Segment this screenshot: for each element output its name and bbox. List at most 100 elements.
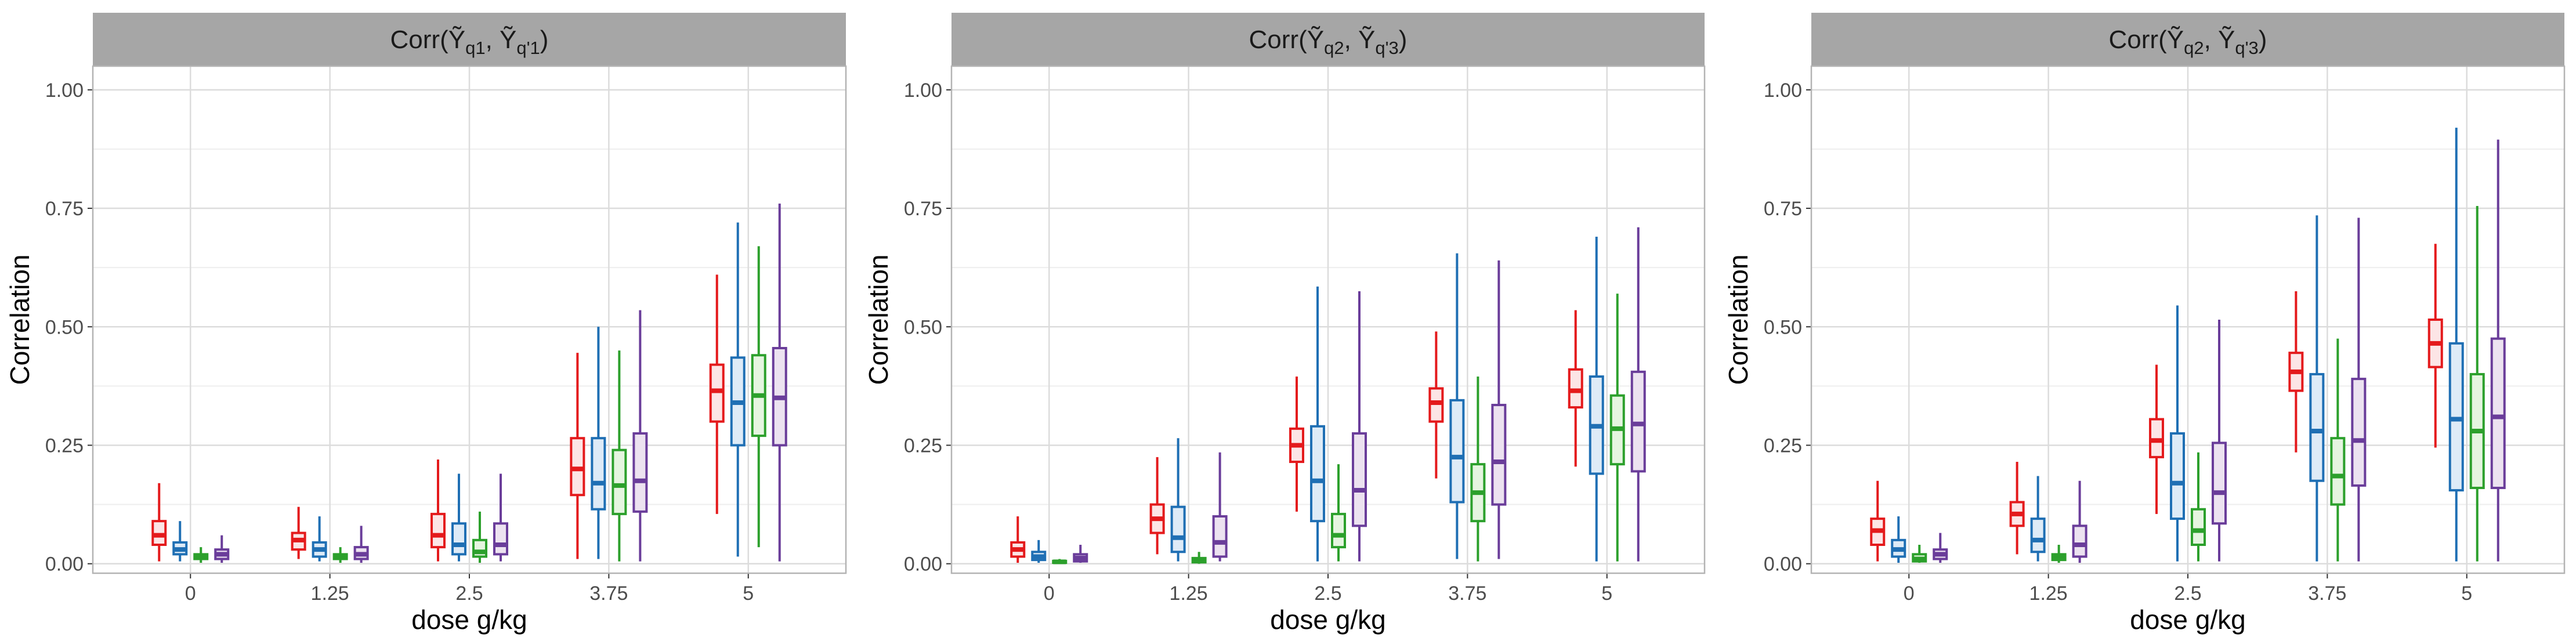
box-1.25-series-4 <box>1212 452 1228 562</box>
facet-title: Corr(Ỹq2, Ỹq'3) <box>1249 25 1408 58</box>
box-iqr <box>1212 515 1228 558</box>
facet-title: Corr(Ỹq1, Ỹq'1) <box>390 25 549 58</box>
box-iqr <box>1310 425 1325 523</box>
box-iqr <box>1491 404 1507 506</box>
x-tick-label: 1.25 <box>1170 583 1208 605</box>
x-axis-title: dose g/kg <box>1270 605 1385 635</box>
box-5-series-3 <box>2469 205 2485 562</box>
facet-title-part: Corr( <box>390 26 449 54</box>
box-2.5-series-4 <box>493 473 508 562</box>
box-5-series-2 <box>2448 128 2464 562</box>
box-3.75-series-3 <box>612 350 627 562</box>
box-iqr <box>430 512 446 549</box>
box-2.5-series-1 <box>2149 364 2164 514</box>
facet-title-subscript: q'3 <box>1375 38 1398 58</box>
box-1.25-series-4 <box>353 526 369 563</box>
y-tick-label: 0.75 <box>45 198 84 220</box>
box-iqr <box>570 437 585 497</box>
box-3.75-series-1 <box>2288 291 2304 453</box>
x-axis-title: dose g/kg <box>411 605 527 635</box>
box-0-series-1 <box>1010 516 1026 563</box>
box-iqr <box>632 432 648 513</box>
box-5-series-1 <box>1568 310 1583 467</box>
panel-border <box>1810 65 2566 574</box>
x-tick-label: 0 <box>185 583 196 605</box>
box-2.5-series-2 <box>1310 286 1325 562</box>
box-iqr <box>2490 337 2506 489</box>
box-iqr <box>1428 387 1444 423</box>
box-3.75-series-4 <box>632 310 648 562</box>
box-iqr <box>2212 442 2227 525</box>
panel-border <box>92 65 847 574</box>
box-2.5-series-3 <box>1331 464 1346 562</box>
box-iqr <box>2191 508 2206 546</box>
box-0-series-3 <box>193 547 209 563</box>
y-tick-label: 0.50 <box>45 316 84 338</box>
x-tick-label: 1.25 <box>311 583 349 605</box>
facet-title-part: , <box>486 26 500 54</box>
y-tick-label: 0.00 <box>1764 553 1802 576</box>
box-0-series-2 <box>172 521 188 562</box>
box-1.25-series-3 <box>332 547 348 563</box>
box-1.25-series-2 <box>1170 438 1186 562</box>
box-iqr <box>1331 512 1346 549</box>
box-0-series-4 <box>1933 533 1948 563</box>
x-tick-label: 2.5 <box>2174 583 2201 605</box>
box-iqr <box>2448 342 2464 492</box>
y-tick-label: 0.25 <box>904 435 942 457</box>
x-tick-label: 3.75 <box>2308 583 2346 605</box>
facet-title-subscript: q'3 <box>2235 38 2258 58</box>
box-2.5-series-3 <box>472 511 487 563</box>
box-5-series-4 <box>772 203 787 562</box>
box-iqr <box>2149 418 2164 458</box>
facet-title-part: ) <box>540 26 549 54</box>
box-iqr <box>2170 432 2185 520</box>
box-5-series-2 <box>1589 237 1604 562</box>
facet-panel-3: Corr(Ỹq2, Ỹq'3)0.000.250.500.751.000 1.25… <box>1723 13 2566 635</box>
box-iqr <box>451 522 466 556</box>
box-0-series-2 <box>1891 516 1906 563</box>
box-2.5-series-1 <box>430 459 446 562</box>
box-1.25-series-4 <box>2072 480 2087 563</box>
facet-title-subscript: q1 <box>465 38 485 58</box>
y-tick-label: 1.00 <box>45 79 84 102</box>
y-tick-label: 1.00 <box>1764 79 1802 102</box>
facet-title-part: ) <box>2259 26 2267 54</box>
facet-title-part: Corr( <box>1249 26 1308 54</box>
box-1.25-series-2 <box>312 516 327 562</box>
facet-title-part: Ỹ <box>1358 25 1375 54</box>
box-1.25-series-1 <box>1149 457 1165 555</box>
box-iqr <box>709 363 725 423</box>
box-iqr <box>1352 432 1367 527</box>
box-1.25-series-2 <box>2030 476 2046 562</box>
x-tick-label: 3.75 <box>1448 583 1486 605</box>
box-1.25-series-1 <box>291 506 306 559</box>
y-tick-label: 0.75 <box>1764 198 1802 220</box>
facet-title-part: ) <box>1399 26 1408 54</box>
y-tick-label: 0.25 <box>1764 435 1802 457</box>
facet-title-part: Ỹ <box>448 25 465 54</box>
box-iqr <box>2351 378 2367 487</box>
facet-title-part: , <box>1344 26 1358 54</box>
box-iqr <box>2030 518 2046 553</box>
box-iqr <box>2330 437 2346 506</box>
facet-panel-1: Corr(Ỹq1, Ỹq'1)0.000.250.500.751.000 1.25… <box>5 13 847 635</box>
box-1.25-series-3 <box>1191 552 1207 564</box>
y-tick-label: 0.50 <box>904 316 942 338</box>
x-tick-label: 2.5 <box>1314 583 1341 605</box>
facet-strip <box>93 13 846 66</box>
box-5-series-2 <box>730 222 746 557</box>
facet-title-part: Ỹ <box>1307 25 1324 54</box>
facet-strip <box>951 13 1705 66</box>
x-tick-label: 5 <box>1601 583 1612 605</box>
box-3.75-series-2 <box>1449 253 1465 559</box>
box-2.5-series-2 <box>451 473 466 562</box>
box-2.5-series-3 <box>2191 452 2206 562</box>
box-1.25-series-1 <box>2009 462 2025 555</box>
y-axis-title: Correlation <box>5 255 35 385</box>
x-tick-label: 0 <box>1904 583 1915 605</box>
x-tick-label: 0 <box>1044 583 1055 605</box>
facet-title-part: Ỹ <box>2167 25 2184 54</box>
facet-title-part: Ỹ <box>500 25 516 54</box>
